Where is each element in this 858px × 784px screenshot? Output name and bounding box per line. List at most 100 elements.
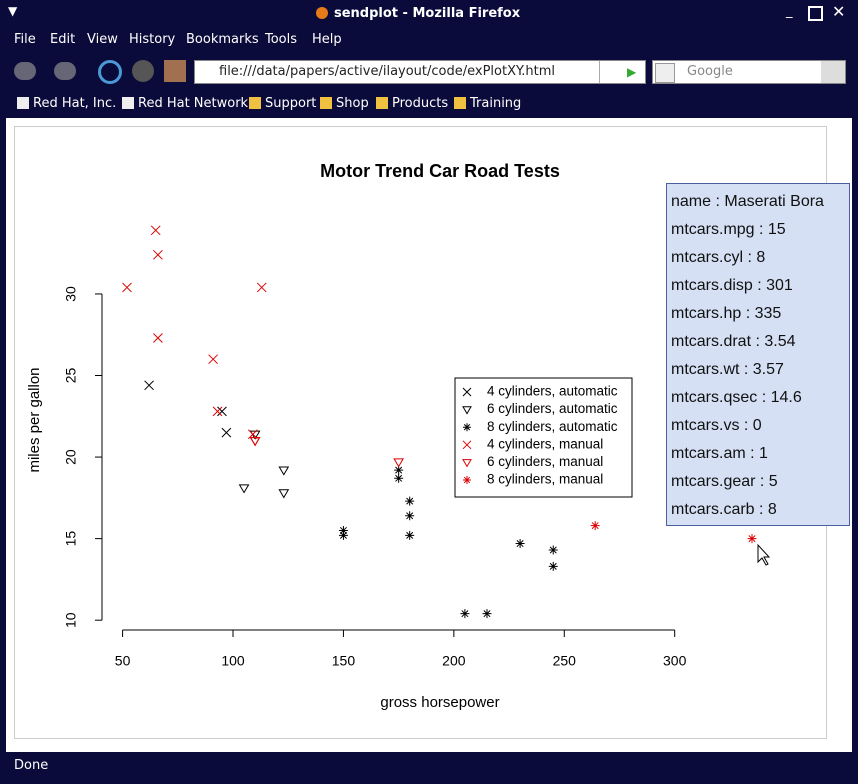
tooltip-line: mtcars.mpg : 15 (671, 221, 786, 238)
x-tick-label: 300 (663, 653, 687, 669)
data-point (256, 282, 267, 293)
data-point (747, 534, 757, 544)
search-placeholder: Google (687, 64, 733, 79)
folder-icon (454, 97, 466, 109)
folder-icon (320, 97, 332, 109)
legend-label: 8 cylinders, automatic (487, 419, 618, 434)
window-menu[interactable]: ▼ (8, 4, 18, 18)
data-point (278, 466, 290, 476)
firefox-icon (316, 7, 328, 19)
data-point (249, 437, 261, 447)
data-point (405, 496, 415, 506)
data-point (238, 484, 250, 494)
minimize[interactable]: _ (786, 4, 793, 19)
bookmark[interactable]: Products (392, 96, 449, 111)
data-point (150, 225, 161, 236)
tooltip-line: mtcars.wt : 3.57 (671, 361, 784, 378)
legend-marker (463, 476, 471, 484)
data-point (208, 354, 218, 365)
search-engine-icon[interactable] (655, 63, 675, 83)
menu-bar: File Edit View History Bookmarks Tools Help (0, 30, 858, 52)
bookmark[interactable]: Training (470, 96, 522, 111)
x-axis-label: gross horsepower (380, 694, 499, 711)
y-tick-label: 10 (63, 612, 79, 628)
title-bar: ▼ sendplot - Mozilla Firefox _ ✕ (0, 0, 858, 28)
bookmark[interactable]: Support (265, 96, 317, 111)
tooltip-line: mtcars.drat : 3.54 (671, 333, 796, 350)
back-button[interactable] (14, 62, 36, 80)
legend-marker (462, 387, 472, 397)
menu-item[interactable]: Tools (265, 32, 298, 47)
tooltip-line: name : Maserati Bora (671, 193, 824, 210)
data-point (338, 525, 348, 535)
legend-label: 6 cylinders, manual (487, 454, 603, 469)
data-point (482, 609, 492, 619)
folder-icon (249, 97, 261, 109)
forward-button[interactable] (54, 62, 76, 80)
legend-label: 4 cylinders, manual (487, 436, 603, 451)
legend-marker (463, 423, 471, 432)
url-dropdown[interactable] (599, 61, 620, 83)
tooltip-line: mtcars.hp : 335 (671, 305, 782, 322)
bookmark[interactable]: Red Hat, Inc. (33, 96, 117, 111)
folder-icon (376, 97, 388, 109)
bookmark[interactable]: Shop (336, 96, 369, 111)
data-point (394, 465, 404, 475)
search-button[interactable] (821, 61, 845, 83)
data-point (405, 511, 415, 521)
legend-marker (462, 440, 472, 450)
data-point (394, 473, 404, 483)
bookmarks-bar: Red Hat, Inc. Red Hat Network Support Shop P… (0, 92, 858, 116)
legend-label: 6 cylinders, automatic (487, 401, 618, 416)
home-button[interactable] (164, 60, 186, 82)
url-bar[interactable]: file:///data/papers/active/ilayout/code/… (194, 60, 646, 84)
menu-item[interactable]: History (129, 32, 176, 47)
tooltip-line: mtcars.carb : 8 (671, 501, 777, 518)
chart-title: Motor Trend Car Road Tests (320, 161, 560, 181)
tooltip-line: mtcars.disp : 301 (671, 277, 793, 294)
data-point (153, 333, 163, 343)
maximize[interactable] (808, 6, 823, 21)
menu-item[interactable]: File (14, 32, 36, 47)
y-tick-label: 20 (63, 449, 79, 465)
x-tick-label: 50 (115, 653, 131, 669)
tooltip-line: mtcars.qsec : 14.6 (671, 389, 802, 406)
url-text: file:///data/papers/active/ilayout/code/… (219, 64, 556, 79)
data-point (338, 530, 348, 540)
legend-label: 4 cylinders, automatic (487, 384, 618, 399)
x-tick-label: 150 (332, 653, 356, 669)
stop-button[interactable] (132, 60, 154, 82)
page-icon (122, 97, 134, 109)
nav-buttons (14, 58, 194, 84)
menu-item[interactable]: Edit (50, 32, 76, 47)
close[interactable]: ✕ (832, 2, 846, 21)
menu-item[interactable]: View (87, 32, 118, 47)
go-button[interactable]: ▶ (627, 65, 637, 79)
data-point (460, 609, 470, 619)
search-bar[interactable]: Google (652, 60, 846, 84)
tooltip-line: mtcars.vs : 0 (671, 417, 762, 434)
data-point (221, 427, 232, 438)
legend-label: 8 cylinders, manual (487, 472, 603, 487)
page-icon (17, 97, 29, 109)
tooltip-line: mtcars.cyl : 8 (671, 249, 766, 266)
menu-item[interactable]: Help (312, 32, 342, 47)
x-tick-label: 100 (221, 653, 245, 669)
data-point (393, 458, 405, 468)
bookmark[interactable]: Red Hat Network (138, 96, 249, 111)
data-point (590, 521, 600, 531)
mouse-cursor (757, 543, 771, 566)
data-point (144, 380, 154, 391)
data-point (217, 406, 227, 417)
status-text: Done (14, 758, 49, 773)
data-point (515, 539, 525, 549)
menu-item[interactable]: Bookmarks (186, 32, 259, 47)
tooltip: name : Maserati Bora mtcars.mpg : 15 mtcar… (666, 183, 850, 526)
y-tick-label: 30 (63, 286, 79, 302)
tooltip-line: mtcars.gear : 5 (671, 473, 778, 490)
legend-marker (462, 459, 472, 468)
reload-button[interactable] (98, 60, 122, 84)
data-point (548, 545, 558, 555)
x-tick-label: 200 (442, 653, 466, 669)
